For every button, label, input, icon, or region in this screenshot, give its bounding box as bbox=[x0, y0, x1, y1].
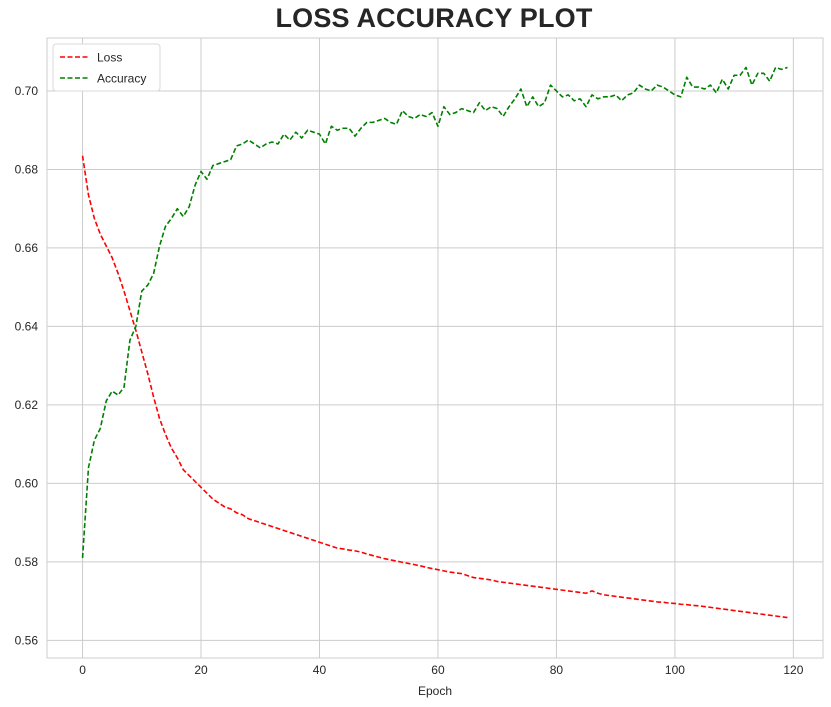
legend-label-accuracy: Accuracy bbox=[97, 72, 146, 86]
y-axis-ticks: 0.56 0.58 0.60 0.62 0.64 0.66 0.68 0.70 bbox=[15, 84, 39, 647]
legend: Loss Accuracy bbox=[52, 43, 161, 92]
x-tick-label: 120 bbox=[783, 663, 803, 677]
y-tick-label: 0.64 bbox=[15, 319, 39, 333]
y-tick-label: 0.58 bbox=[15, 555, 39, 569]
x-tick-label: 60 bbox=[431, 663, 445, 677]
chart-title: LOSS ACCURACY PLOT bbox=[275, 3, 593, 33]
series-line-loss bbox=[81, 155, 788, 619]
legend-label-loss: Loss bbox=[97, 51, 122, 65]
y-tick-label: 0.60 bbox=[15, 476, 39, 490]
series-lines bbox=[81, 66, 788, 619]
x-tick-label: 80 bbox=[550, 663, 564, 677]
grid-lines bbox=[47, 38, 823, 658]
y-tick-label: 0.56 bbox=[15, 633, 39, 647]
x-axis-ticks: 0 20 40 60 80 100 120 bbox=[79, 663, 804, 677]
x-tick-label: 100 bbox=[665, 663, 685, 677]
y-tick-label: 0.68 bbox=[15, 162, 39, 176]
x-tick-label: 40 bbox=[313, 663, 327, 677]
legend-box bbox=[52, 43, 161, 92]
x-tick-label: 20 bbox=[194, 663, 208, 677]
x-tick-label: 0 bbox=[79, 663, 86, 677]
plot-area bbox=[46, 37, 824, 659]
y-tick-label: 0.70 bbox=[15, 84, 39, 98]
y-tick-label: 0.66 bbox=[15, 241, 39, 255]
series-line-accuracy bbox=[81, 66, 788, 558]
y-tick-label: 0.62 bbox=[15, 398, 39, 412]
x-axis-label: Epoch bbox=[418, 684, 452, 698]
